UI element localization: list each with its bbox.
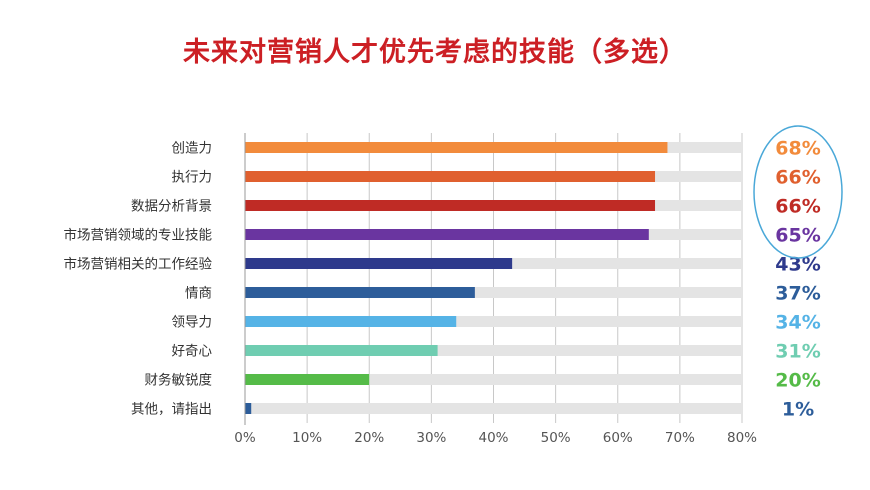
x-tick-label: 40% — [478, 430, 508, 446]
bar-background — [245, 345, 742, 356]
category-label: 创造力 — [172, 141, 213, 157]
bar-background — [245, 374, 742, 385]
value-label: 34% — [775, 312, 820, 334]
value-label: 1% — [782, 399, 814, 421]
value-label: 43% — [775, 254, 820, 276]
bar — [245, 374, 370, 385]
x-tick-label: 0% — [234, 430, 256, 446]
bar-background — [245, 316, 742, 327]
category-label: 好奇心 — [172, 343, 213, 360]
x-tick-label: 80% — [727, 430, 757, 446]
value-label: 20% — [775, 370, 820, 392]
category-label: 数据分析背景 — [131, 199, 212, 215]
x-tick-label: 50% — [541, 430, 571, 446]
bar — [245, 403, 252, 414]
category-label: 执行力 — [172, 170, 213, 186]
bar — [245, 345, 438, 356]
value-label: 37% — [775, 283, 820, 305]
bar-background — [245, 403, 742, 414]
x-tick-label: 60% — [603, 430, 633, 446]
bar — [245, 200, 656, 211]
x-tick-label: 30% — [416, 430, 446, 446]
category-label: 财务敏锐度 — [145, 373, 213, 389]
x-tick-label: 70% — [665, 430, 695, 446]
highlight-ellipse — [753, 125, 843, 259]
bar — [245, 171, 656, 182]
category-label: 情商 — [185, 286, 212, 302]
category-label: 领导力 — [172, 315, 213, 331]
value-label: 65% — [775, 225, 820, 247]
category-label: 市场营销领域的专业技能 — [64, 227, 213, 244]
chart-title: 未来对营销人才优先考虑的技能（多选） — [183, 37, 687, 68]
value-label: 31% — [775, 341, 820, 363]
value-label: 66% — [775, 167, 820, 189]
category-label: 其他，请指出 — [131, 402, 212, 418]
value-label: 66% — [775, 196, 820, 218]
category-label: 市场营销相关的工作经验 — [64, 256, 213, 273]
bar-background — [245, 287, 742, 298]
x-tick-label: 10% — [292, 430, 322, 446]
bar — [245, 287, 475, 298]
bar — [245, 142, 668, 153]
bar — [245, 229, 649, 240]
bar — [245, 258, 513, 269]
bar — [245, 316, 457, 327]
value-label: 68% — [775, 138, 820, 160]
x-tick-label: 20% — [354, 430, 384, 446]
